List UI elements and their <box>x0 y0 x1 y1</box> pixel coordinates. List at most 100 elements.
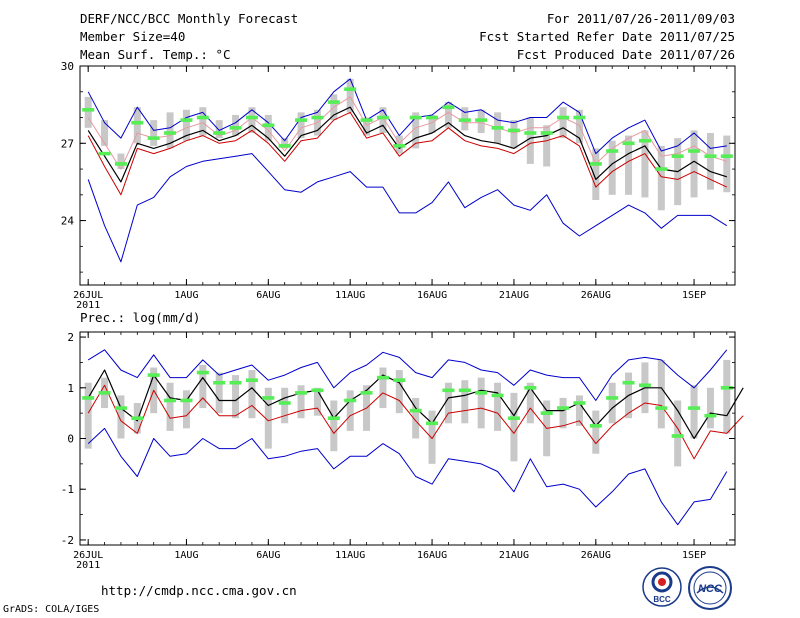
spread-box <box>101 120 109 146</box>
median-marker <box>262 123 275 128</box>
median-marker <box>589 424 602 428</box>
median-marker <box>704 413 717 418</box>
x-tick-label: 11AUG <box>335 550 365 561</box>
median-marker <box>638 138 651 143</box>
spread-box <box>84 382 92 449</box>
source-url: http://cmdp.ncc.cma.gov.cn <box>101 583 297 598</box>
spread-box <box>494 382 502 431</box>
median-marker <box>688 406 701 410</box>
x-tick-label: 1AUG <box>174 550 198 561</box>
variable-label: Mean Surf. Temp.: °C <box>80 47 231 62</box>
median-marker <box>147 136 160 140</box>
spread-box <box>575 395 583 426</box>
median-marker <box>688 149 701 153</box>
median-marker <box>344 398 357 403</box>
median-marker <box>655 167 668 171</box>
spread-box <box>199 107 207 136</box>
series-line-upper <box>87 349 728 401</box>
spread-box <box>674 400 682 467</box>
y-tick-label: -2 <box>61 534 74 547</box>
spread-box <box>723 135 731 193</box>
series-line-lower <box>87 153 728 263</box>
x-year-label: 2011 <box>76 300 100 311</box>
median-marker <box>720 385 733 390</box>
spread-box <box>84 96 92 128</box>
chart-main-title: DERF/NCC/BCC Monthly Forecast <box>80 11 299 26</box>
median-marker <box>360 118 373 122</box>
median-marker <box>524 131 537 135</box>
x-tick-label: 21AUG <box>499 550 529 561</box>
median-marker <box>524 385 537 390</box>
median-marker <box>278 401 291 405</box>
x-tick-label: 16AUG <box>417 550 447 561</box>
spread-box <box>526 117 534 164</box>
spread-box <box>592 410 600 454</box>
bcc-logo-text: BCC <box>653 595 671 604</box>
series-line-mean <box>87 369 744 440</box>
spread-box <box>248 370 256 419</box>
y-tick-label: 27 <box>61 137 74 150</box>
spread-box <box>363 117 371 136</box>
member-size-label: Member Size=40 <box>80 29 186 44</box>
spread-box <box>166 382 174 431</box>
spread-box <box>281 138 289 149</box>
spread-box <box>559 397 567 429</box>
spread-box <box>526 382 534 424</box>
median-marker <box>540 411 553 415</box>
median-marker <box>622 141 635 146</box>
series-line-red <box>87 384 744 460</box>
spread-box <box>444 382 452 424</box>
x-tick-label: 26AUG <box>581 290 611 301</box>
median-marker <box>278 144 291 148</box>
median-marker <box>393 378 406 382</box>
spread-box <box>215 372 223 414</box>
median-marker <box>327 100 340 104</box>
median-marker <box>589 162 602 166</box>
median-marker <box>82 108 95 112</box>
median-marker <box>344 87 357 91</box>
spread-box <box>510 392 518 462</box>
median-marker <box>245 115 258 120</box>
median-marker <box>704 154 717 158</box>
median-marker <box>295 118 308 122</box>
spread-box <box>657 359 665 429</box>
spread-box <box>543 125 551 167</box>
spread-box <box>559 107 567 139</box>
median-marker <box>164 398 177 403</box>
median-marker <box>311 388 324 393</box>
median-marker <box>98 391 111 395</box>
spread-box <box>379 107 387 133</box>
y-tick-label: 1 <box>67 382 74 395</box>
median-marker <box>426 421 439 426</box>
median-marker <box>671 154 684 158</box>
x-year-label: 2011 <box>76 560 100 571</box>
series-line-red <box>87 111 728 196</box>
median-marker <box>180 398 193 403</box>
spread-box <box>150 120 158 146</box>
spread-box <box>608 382 616 424</box>
plot-frame <box>79 65 736 286</box>
median-marker <box>573 401 586 405</box>
x-tick-label: 6AUG <box>256 550 280 561</box>
median-marker <box>114 162 127 166</box>
spread-box <box>133 107 141 144</box>
median-marker <box>131 120 144 125</box>
median-marker <box>164 131 177 135</box>
median-marker <box>507 416 520 421</box>
x-tick-label: 1SEP <box>682 550 706 561</box>
x-tick-label: 1AUG <box>174 290 198 301</box>
ncc-logo-text: NCC <box>698 583 723 595</box>
x-tick-label: 11AUG <box>335 290 365 301</box>
spread-box <box>690 385 698 439</box>
spread-box <box>510 120 518 149</box>
spread-box <box>592 148 600 200</box>
median-marker <box>131 416 144 421</box>
spread-box <box>182 109 190 141</box>
median-marker <box>311 115 324 120</box>
median-marker <box>491 393 504 398</box>
x-tick-label: 26JUL <box>73 290 103 301</box>
median-marker <box>147 373 160 377</box>
spread-box <box>428 114 436 133</box>
y-tick-label: 24 <box>61 215 75 228</box>
median-marker <box>655 406 668 410</box>
